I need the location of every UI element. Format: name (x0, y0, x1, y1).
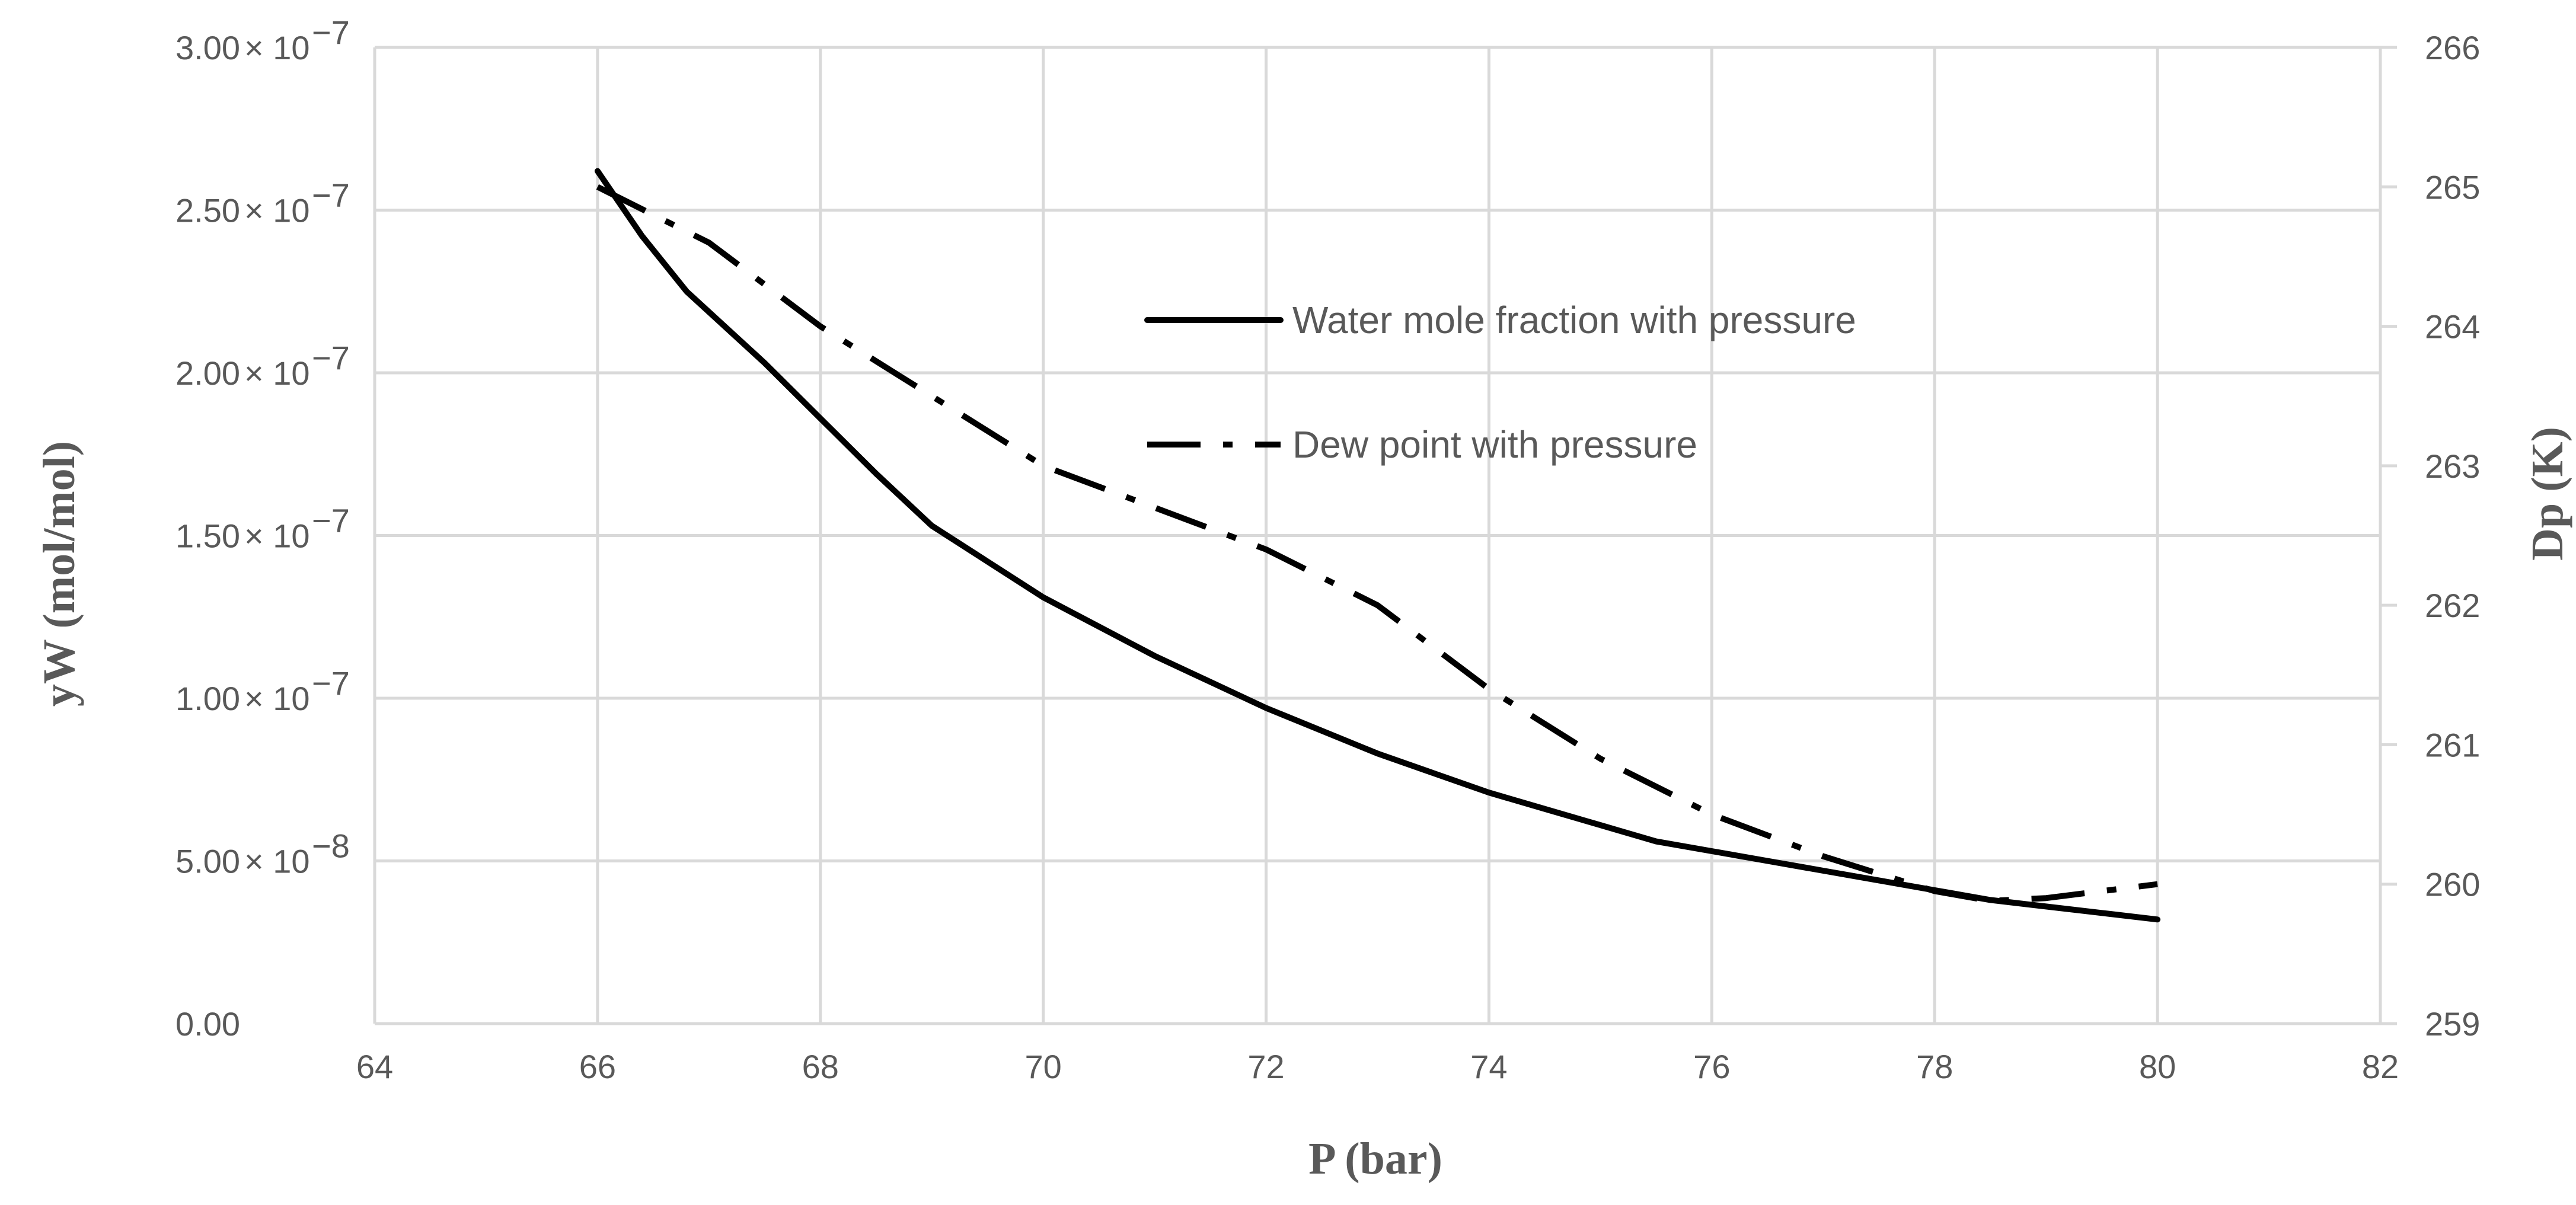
x-tick-label: 78 (1916, 1048, 1953, 1085)
y2-axis-title: Dp (K) (2523, 427, 2572, 561)
y2-tick-label: 259 (2425, 1005, 2480, 1043)
y-tick-label-exponent: −7 (312, 177, 350, 214)
y-axis-title: yW (mol/mol) (34, 441, 84, 707)
y-tick-label-exponent: −7 (312, 664, 350, 702)
y2-tick-label: 263 (2425, 448, 2480, 485)
grid (373, 46, 2397, 1025)
y2-tick-label: 266 (2425, 29, 2480, 66)
x-tick-label: 68 (802, 1048, 839, 1085)
y2-tick-label: 262 (2425, 587, 2480, 624)
y-tick-label: 3.00 (175, 29, 240, 66)
legend-label-water: Water mole fraction with pressure (1292, 299, 1856, 341)
y-tick-label-base: × 10 (244, 354, 310, 392)
y2-tick-label: 261 (2425, 726, 2480, 763)
y-tick-label-exponent: −7 (312, 339, 350, 376)
y2-tick-label: 264 (2425, 308, 2480, 346)
y-tick-label: 5.00 (175, 843, 240, 880)
y-tick-label-base: × 10 (244, 680, 310, 717)
x-axis-title: P (bar) (1308, 1134, 1442, 1184)
y-tick-label-base: × 10 (244, 29, 310, 66)
x-tick-label: 82 (2362, 1048, 2399, 1085)
x-tick-label: 76 (1693, 1048, 1730, 1085)
legend-label-dewpoint: Dew point with pressure (1292, 423, 1697, 466)
series-line-dew-point (596, 184, 2158, 904)
y-tick-label: 1.50 (175, 517, 240, 555)
x-tick-label: 66 (579, 1048, 616, 1085)
y2-tick-label: 265 (2425, 168, 2480, 206)
x-tick-label: 64 (356, 1048, 393, 1085)
y-tick-label: 1.00 (175, 680, 240, 717)
y-tick-label-base: × 10 (244, 192, 310, 229)
y-tick-label-exponent: −8 (312, 827, 350, 865)
legend: Water mole fraction with pressure Dew po… (1144, 299, 1856, 466)
x-tick-label: 70 (1025, 1048, 1062, 1085)
plot-area (594, 168, 2161, 923)
y-tick-label-exponent: −7 (312, 502, 350, 539)
y-tick-label: 2.50 (175, 192, 240, 229)
x-tick-label: 72 (1247, 1048, 1284, 1085)
y2-tick-label: 260 (2425, 866, 2480, 903)
tick-labels: 64 66 68 70 72 74 76 78 80 820.005.00 × 10 −81.00 × … (175, 14, 2480, 1085)
x-tick-label: 80 (2139, 1048, 2176, 1085)
y-tick-label-exponent: −7 (312, 14, 350, 51)
series-line-water-mole-fraction (594, 168, 2161, 923)
y-tick-label: 2.00 (175, 354, 240, 392)
y-tick-label-base: × 10 (244, 843, 310, 880)
x-tick-label: 74 (1470, 1048, 1507, 1085)
y-tick-label-base: × 10 (244, 517, 310, 555)
y-tick-label: 0.00 (175, 1005, 240, 1043)
